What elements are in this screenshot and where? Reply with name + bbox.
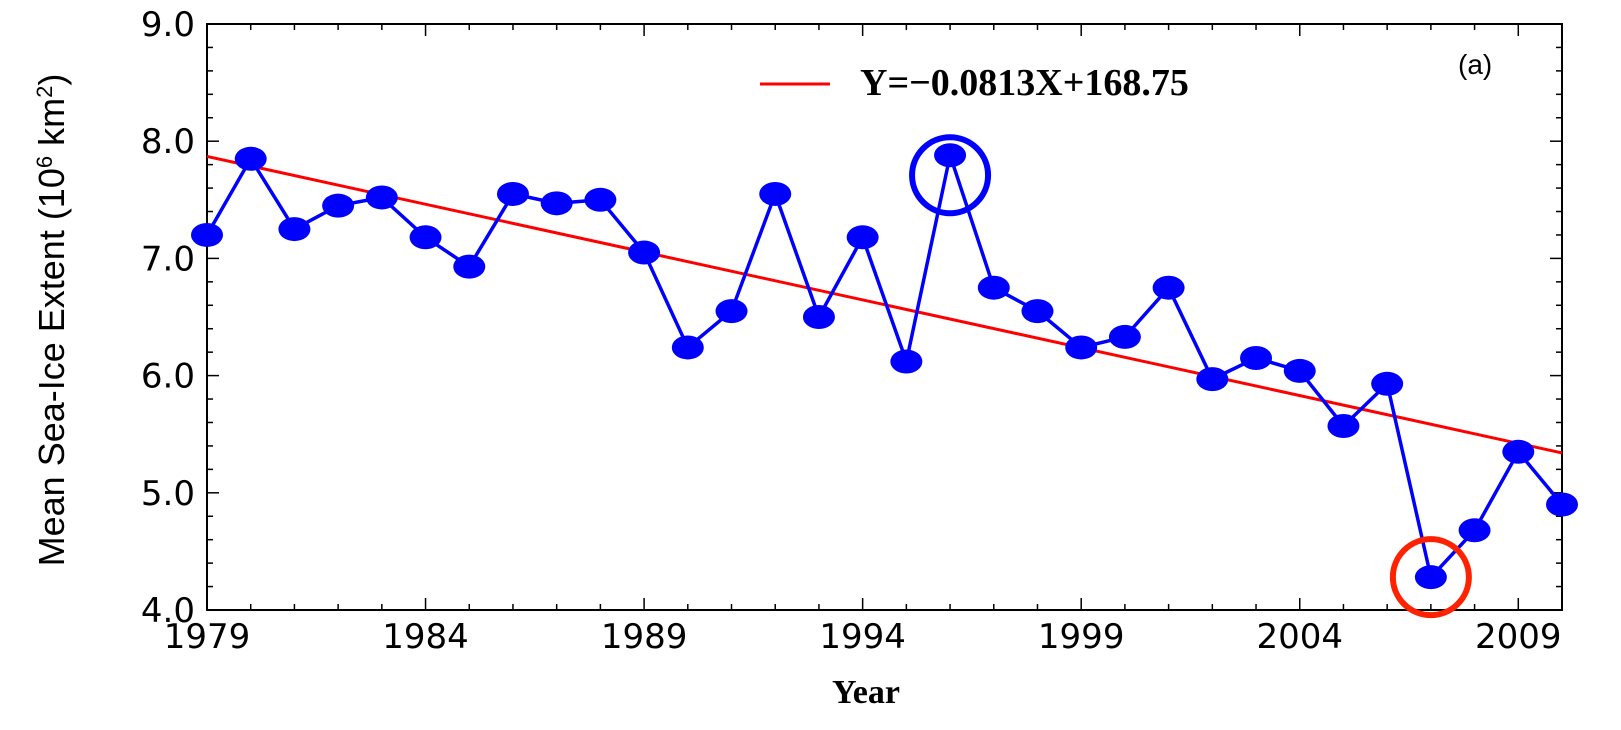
trend-line (206, 154, 1563, 455)
data-point (671, 335, 704, 360)
data-point (322, 193, 355, 218)
data-point (846, 225, 879, 250)
data-point (1152, 275, 1185, 300)
data-point (1546, 492, 1578, 517)
data-point (453, 254, 486, 279)
x-tick-label: 1989 (601, 617, 688, 657)
data-point (1502, 439, 1535, 464)
y-axis-label-main: Mean Sea-Ice Extent (10 (31, 168, 72, 566)
data-point (1371, 371, 1404, 396)
data-point (1283, 358, 1316, 383)
data-point (1327, 413, 1360, 438)
y-tick-label: 4.0 (141, 591, 195, 631)
y-axis-label-sup2: 2 (32, 86, 57, 98)
plot-frame (206, 23, 1563, 611)
data-point (977, 275, 1010, 300)
data-point (278, 217, 311, 242)
highlight-circle (909, 134, 992, 217)
x-tick-label: 1999 (1038, 617, 1125, 657)
x-axis-label: Year (832, 674, 900, 711)
y-axis-label: Mean Sea-Ice Extent (106 km2) (31, 74, 72, 567)
trend-layer (206, 154, 1563, 455)
data-point (802, 305, 835, 329)
data-point (1196, 367, 1229, 392)
legend-trend-label: Y=−0.0813X+168.75 (860, 62, 1189, 104)
data-point (496, 181, 529, 206)
series-line (205, 148, 1564, 581)
data-point (540, 191, 573, 216)
data-point (1021, 299, 1054, 324)
x-tick-label: 2009 (1475, 617, 1562, 657)
data-point (934, 143, 967, 168)
y-tick-label: 9.0 (141, 5, 195, 45)
series-layer (191, 143, 1578, 590)
data-point (759, 181, 792, 206)
y-axis-label-end: ) (31, 74, 72, 86)
data-point (1414, 565, 1447, 590)
data-point (409, 225, 442, 250)
axes: 1979 1984 1989 1994 1999 2004 2009 4.0 5.0 6.0 7.0… (141, 5, 1563, 657)
x-tick-label: 2004 (1256, 617, 1343, 657)
highlight-layer (909, 134, 1472, 619)
x-tick-label: 1994 (819, 617, 906, 657)
data-point (1108, 324, 1141, 349)
y-tick-label: 8.0 (141, 122, 195, 162)
data-point (584, 187, 617, 212)
x-tick-label: 1984 (382, 617, 469, 657)
y-tick-label: 7.0 (141, 239, 195, 279)
x-tick-label: 1979 (164, 617, 251, 657)
data-point (191, 222, 223, 247)
data-point (234, 146, 267, 171)
data-point (890, 349, 923, 374)
y-tick-label: 6.0 (141, 357, 195, 397)
y-tick-label: 5.0 (141, 474, 195, 514)
data-point (1458, 518, 1491, 543)
data-point (1240, 346, 1273, 371)
highlight-circle (1389, 536, 1472, 619)
y-axis-label-sup1: 6 (32, 156, 57, 168)
panel-label: (a) (1458, 49, 1492, 80)
data-point (1065, 335, 1098, 360)
data-point (628, 240, 661, 265)
data-point (365, 185, 398, 210)
y-axis-label-mid: km (31, 98, 72, 156)
legend: Y=−0.0813X+168.75 (760, 62, 1189, 104)
data-point (715, 299, 748, 324)
